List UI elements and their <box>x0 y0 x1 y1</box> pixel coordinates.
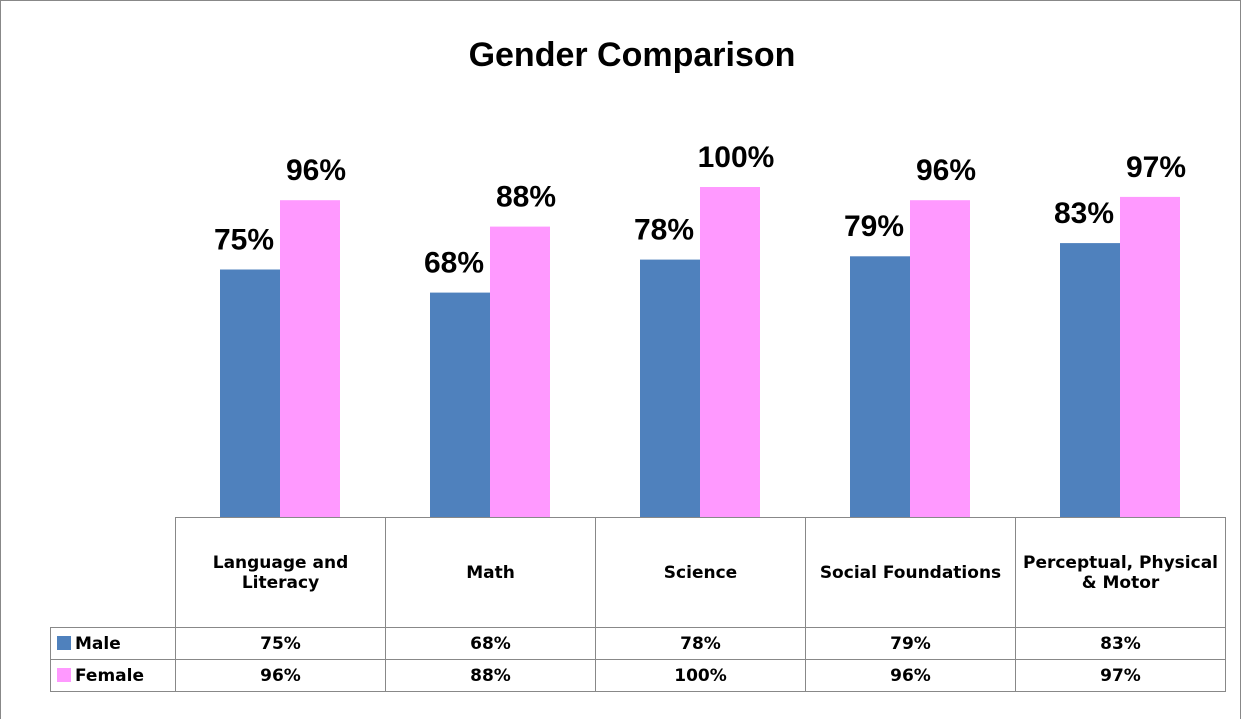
table-value: 88% <box>385 659 596 692</box>
bar <box>430 292 490 517</box>
bar <box>640 259 700 517</box>
table-value: 97% <box>1015 659 1226 692</box>
table-value: 100% <box>595 659 806 692</box>
table-value: 78% <box>595 627 806 660</box>
data-label: 75% <box>214 223 274 256</box>
data-label: 83% <box>1054 197 1114 230</box>
bar <box>700 187 760 517</box>
corner-cell <box>50 517 176 628</box>
header-row: Language and Literacy Math Science Social F… <box>50 517 1226 628</box>
data-label: 79% <box>844 210 904 243</box>
legend-label: Male <box>75 633 121 654</box>
category-label: Social Foundations <box>805 517 1016 628</box>
chart-title: Gender Comparison <box>469 36 796 74</box>
bar <box>490 226 550 517</box>
table-value: 79% <box>805 627 1016 660</box>
category-label: Science <box>595 517 806 628</box>
bar <box>910 200 970 517</box>
table-value: 68% <box>385 627 596 660</box>
table-value: 96% <box>175 659 386 692</box>
legend-label: Female <box>75 665 144 686</box>
data-label: 100% <box>698 141 775 174</box>
legend-swatch <box>57 667 71 682</box>
category-label: Math <box>385 517 596 628</box>
table-value: 83% <box>1015 627 1226 660</box>
legend-cell: Female <box>50 659 176 692</box>
category-label: Language and Literacy <box>175 517 386 628</box>
data-label: 96% <box>916 154 976 187</box>
table-value: 75% <box>175 627 386 660</box>
data-label: 96% <box>286 154 346 187</box>
bar <box>220 269 280 517</box>
data-label: 97% <box>1126 151 1186 184</box>
bar <box>1120 196 1180 517</box>
data-label: 68% <box>424 247 484 280</box>
bar <box>1060 243 1120 517</box>
bar <box>280 200 340 517</box>
series-row: Male 75% 68% 78% 79% 83% <box>50 627 1226 660</box>
table-value: 96% <box>805 659 1016 692</box>
bar <box>850 256 910 517</box>
legend-cell: Male <box>50 627 176 660</box>
category-label: Perceptual, Physical & Motor <box>1015 517 1226 628</box>
data-label: 78% <box>634 214 694 247</box>
data-table: Language and Literacy Math Science Social F… <box>50 517 1226 692</box>
data-label: 88% <box>496 181 556 214</box>
series-row: Female 96% 88% 100% 96% 97% <box>50 659 1226 692</box>
legend-swatch <box>57 635 71 650</box>
